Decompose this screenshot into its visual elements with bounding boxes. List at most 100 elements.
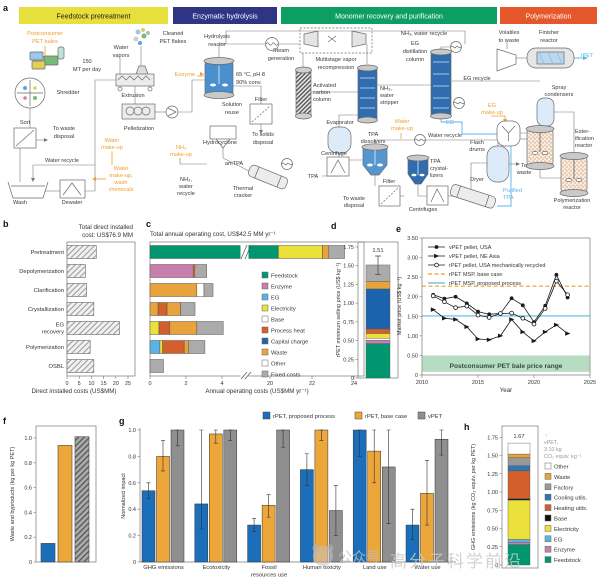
- process-label: EG: [411, 41, 419, 47]
- panel-g-chart: 0 0.2 0.4 0.6 0.8 1.0 GHG emissions Ecotoxicity…: [128, 411, 456, 579]
- plot-frame: [501, 425, 539, 569]
- process-label: Thermal: [233, 186, 254, 192]
- process-label: distillation: [403, 49, 428, 55]
- category-label: resources use: [251, 573, 287, 579]
- hydrolysis-reactor-icon: [203, 57, 235, 99]
- data-point: [434, 262, 439, 268]
- tick-label: 1.50: [487, 454, 498, 460]
- stack-segment: [278, 245, 323, 259]
- tick-label: 20: [267, 381, 273, 387]
- data-point: [531, 321, 537, 327]
- process-label: stripper: [380, 100, 399, 106]
- evaporator-icon: [327, 126, 352, 154]
- process-label: make-up,: [109, 173, 133, 179]
- data-point: [442, 296, 447, 301]
- panel-b-title: Total direct installed: [79, 224, 134, 231]
- legend-label: Base: [271, 318, 284, 324]
- process-label: NH₃, water recycle: [401, 31, 447, 37]
- category-label: Ecotoxicity: [202, 565, 230, 571]
- error-bar: [439, 429, 444, 456]
- process-label: Flash: [470, 140, 484, 146]
- tick-label: 1.00: [407, 334, 418, 340]
- legend-label: rPET, proposed process: [273, 414, 335, 420]
- tick-label: 0.50: [343, 339, 354, 345]
- process-label: disposal: [344, 203, 365, 209]
- error-bar: [319, 429, 324, 441]
- bale-price-band-label: Postconsumer PET bale price range: [450, 363, 563, 370]
- process-label: 150: [82, 59, 91, 65]
- band-label: Polymerization: [526, 14, 572, 21]
- tick-label: 25: [125, 381, 131, 387]
- legend-swatch: [261, 370, 269, 378]
- data-point: [475, 336, 481, 342]
- data-point: [542, 329, 548, 335]
- process-label: Water: [395, 119, 410, 125]
- stack-segment: [507, 465, 531, 472]
- process-label: TPA: [503, 195, 514, 201]
- error-bar: [175, 429, 180, 447]
- activated-carbon-column-icon: [295, 66, 312, 120]
- panel-b-xlabel: Direct installed costs (US$MM): [32, 388, 117, 395]
- data-point: [434, 253, 440, 259]
- category-label: Land use: [363, 565, 387, 571]
- category-label: Polymerization: [26, 345, 64, 351]
- process-label: Activated: [313, 83, 336, 89]
- bar: [141, 490, 156, 563]
- panel-f-ylabel: Waste and byproducts (kg per kg PET): [10, 447, 16, 542]
- data-point: [434, 245, 439, 249]
- legend-label: Waste: [271, 351, 287, 357]
- process-label: Dewater: [62, 200, 83, 206]
- panel-letter-d: d: [331, 221, 337, 231]
- process-label: Sort: [20, 120, 31, 126]
- panel-letter-f: f: [3, 416, 7, 426]
- bar: [66, 340, 91, 354]
- bar: [74, 436, 90, 563]
- watermark-panda-icon: [313, 546, 333, 566]
- error-bar: [357, 429, 362, 457]
- process-label: PET bales: [32, 39, 58, 45]
- legend-label: Base: [554, 517, 567, 523]
- process-label: To: [521, 163, 527, 169]
- category-label: EG: [56, 323, 65, 329]
- stack-segment: [507, 498, 531, 501]
- process-label: TPA: [368, 132, 379, 138]
- category-label: Human toxicity: [303, 565, 341, 571]
- process-label: to waste: [499, 38, 520, 44]
- process-label: 65 °C, pH 8: [236, 72, 265, 78]
- tick-label: 0.4: [24, 510, 32, 516]
- legend-label: vPET pellet, NE Asia: [449, 254, 501, 260]
- esterification-reactor-icon: [525, 125, 555, 170]
- stack-segment: [166, 302, 181, 316]
- legend-label: rPET, base case: [365, 414, 407, 420]
- bar: [66, 283, 87, 297]
- category-label: Water use: [414, 565, 440, 571]
- stack-segment: [507, 442, 531, 455]
- legend-swatch: [261, 271, 269, 279]
- legend-swatch: [261, 304, 269, 312]
- category-label: Depolymerization: [19, 269, 64, 275]
- bar: [156, 456, 170, 563]
- process-label: disposal: [54, 134, 75, 140]
- tick-label: 0.8: [128, 454, 136, 460]
- bar: [209, 433, 223, 563]
- tick-label: 0.4: [128, 507, 136, 513]
- data-point: [554, 322, 560, 328]
- process-label: reactor: [208, 42, 226, 48]
- volatiles-separator-icon: [496, 48, 517, 72]
- data-point: [430, 293, 436, 299]
- stack-segment: [365, 281, 391, 290]
- panel-c-xlabel: Annual operating costs (US$MM yr⁻¹): [205, 388, 308, 395]
- data-point: [520, 329, 526, 335]
- process-label: dissolvers: [361, 139, 386, 145]
- stack-segment: [328, 245, 345, 259]
- stack-segment: [365, 343, 391, 379]
- data-point: [520, 303, 525, 308]
- process-label: make-up: [481, 110, 503, 116]
- data-point: [442, 299, 447, 305]
- error-bar: [213, 429, 218, 444]
- data-point: [486, 337, 492, 342]
- legend-swatch: [417, 411, 426, 420]
- legend-swatch: [544, 556, 552, 563]
- legend-label: Electricity: [554, 527, 579, 533]
- stack-segment: [507, 539, 531, 543]
